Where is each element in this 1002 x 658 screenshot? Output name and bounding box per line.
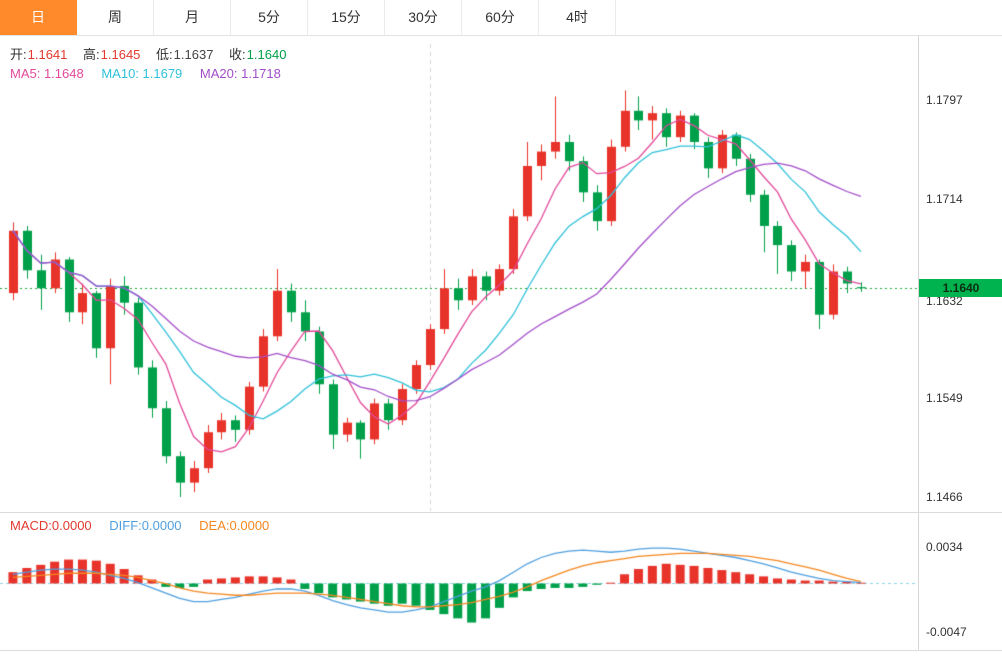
price-axis: 1.1797 1.1714 1.1632 1.1549 1.1466 0.003…: [918, 36, 1002, 650]
high-value: 1.1645: [100, 47, 141, 62]
macd-axis-label: 0.0034: [926, 540, 963, 554]
tab-5min[interactable]: 5分: [231, 0, 308, 35]
high-label: 高:: [83, 47, 100, 62]
ohlc-header: 开:1.1641 高:1.1645 低:1.1637 收:1.1640: [10, 44, 298, 63]
tab-week[interactable]: 周: [77, 0, 154, 35]
close-label: 收:: [229, 47, 246, 62]
ma-header: MA5: 1.1648 MA10: 1.1679 MA20: 1.1718: [10, 66, 295, 81]
tab-15min[interactable]: 15分: [308, 0, 385, 35]
price-axis-label: 1.1549: [926, 391, 963, 405]
low-value: 1.1637: [173, 47, 214, 62]
ma20-value: MA20: 1.1718: [199, 66, 281, 81]
tab-60min[interactable]: 60分: [462, 0, 539, 35]
tab-4hour[interactable]: 4时: [539, 0, 616, 35]
open-label: 开:: [10, 47, 27, 62]
ma5-value: MA5: 1.1648: [10, 66, 84, 81]
macd-value: MACD:0.0000: [10, 518, 92, 533]
tab-month[interactable]: 月: [154, 0, 231, 35]
diff-value: DIFF:0.0000: [109, 518, 182, 533]
price-axis-label: 1.1466: [926, 490, 963, 504]
low-label: 低:: [156, 47, 173, 62]
macd-axis-label: -0.0047: [926, 625, 967, 639]
open-value: 1.1641: [27, 47, 68, 62]
dea-value: DEA:0.0000: [199, 518, 270, 533]
period-tabbar: 日 周 月 5分 15分 30分 60分 4时: [0, 0, 1002, 36]
panel-divider: [0, 512, 1002, 513]
ma10-value: MA10: 1.1679: [101, 66, 183, 81]
macd-header: MACD:0.0000 DIFF:0.0000 DEA:0.0000: [10, 518, 283, 533]
close-value: 1.1640: [246, 47, 287, 62]
price-axis-label: 1.1632: [926, 294, 963, 308]
candlestick-chart-canvas[interactable]: [0, 36, 918, 650]
current-price-tag: 1.1640: [919, 279, 1002, 297]
bottom-border: [0, 650, 1002, 651]
price-axis-label: 1.1714: [926, 192, 963, 206]
tab-30min[interactable]: 30分: [385, 0, 462, 35]
tab-day[interactable]: 日: [0, 0, 77, 35]
price-axis-label: 1.1797: [926, 93, 963, 107]
